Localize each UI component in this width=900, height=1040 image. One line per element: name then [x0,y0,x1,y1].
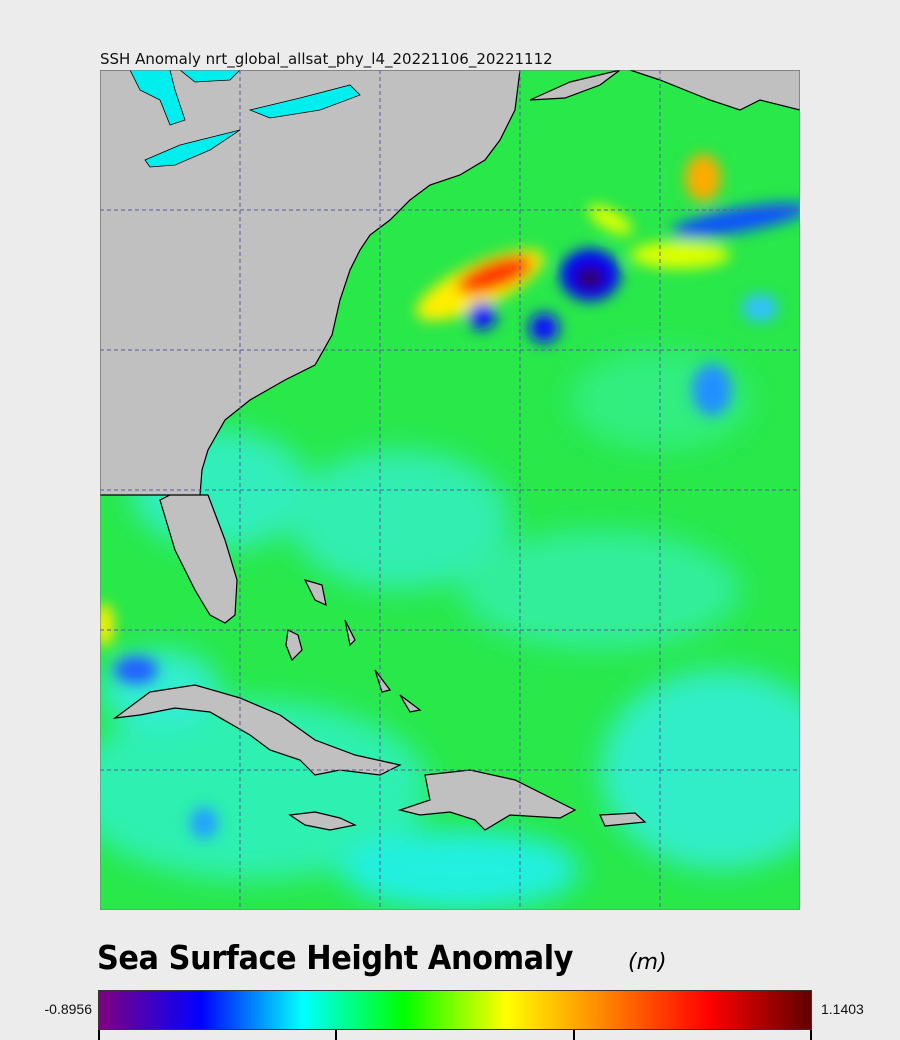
ssh-anomaly-map [100,70,800,910]
bahamas-1 [303,579,327,607]
colorbar-min: -0.8956 [44,1001,92,1017]
lakes [129,70,361,168]
map-title: SSH Anomaly nrt_global_allsat_phy_l4_202… [100,50,553,68]
jamaica [288,811,357,831]
colorbar-tick [335,1030,337,1040]
puerto-rico [599,812,647,827]
colorbar-tick [573,1030,575,1040]
graticule [100,70,800,910]
bahamas-4 [399,694,422,713]
north-america [100,70,521,624]
colorbar-max: 1.1403 [821,1001,864,1017]
andros [285,629,303,662]
colorbar [98,990,812,1030]
cuba [112,684,402,776]
atlantic-canada [629,70,800,111]
colorbar-label: Sea Surface Height Anomaly [97,938,573,977]
bahamas-3 [374,669,392,693]
bahamas-2 [344,619,356,647]
hispaniola [397,769,577,831]
eddies [100,154,800,839]
colorbar-tick [810,1030,812,1040]
land [100,70,800,831]
nova-scotia [529,70,621,101]
colorbar-tick [98,1030,100,1040]
colorbar-unit: (m) [628,950,667,975]
